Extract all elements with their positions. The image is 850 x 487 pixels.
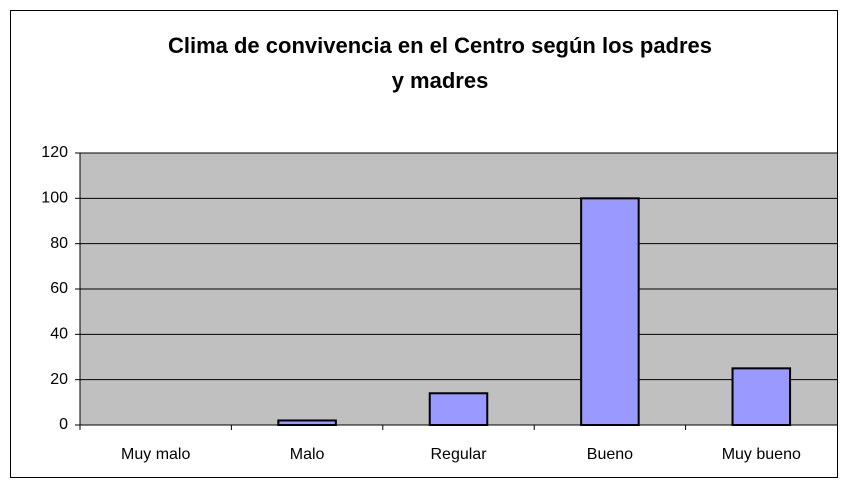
y-tick-label: 80 (50, 235, 68, 252)
y-tick-label: 0 (59, 416, 68, 433)
bar (731, 367, 792, 427)
x-tick-label: Muy malo (121, 446, 190, 463)
y-tick-label: 20 (50, 371, 68, 388)
x-tick-label: Bueno (587, 446, 633, 463)
x-tick-label: Muy bueno (722, 446, 801, 463)
chart-title: Clima de convivencia en el Centro según … (168, 33, 712, 58)
y-tick-label: 60 (50, 280, 68, 297)
x-tick-label: Malo (290, 446, 325, 463)
bar (428, 392, 489, 426)
y-tick-label: 40 (50, 326, 68, 343)
y-tick-label: 120 (41, 144, 68, 161)
x-tick-label: Regular (430, 446, 487, 463)
bar (580, 197, 640, 426)
y-tick-label: 100 (41, 190, 68, 207)
bar (277, 419, 337, 427)
chart-title: y madres (392, 68, 489, 93)
